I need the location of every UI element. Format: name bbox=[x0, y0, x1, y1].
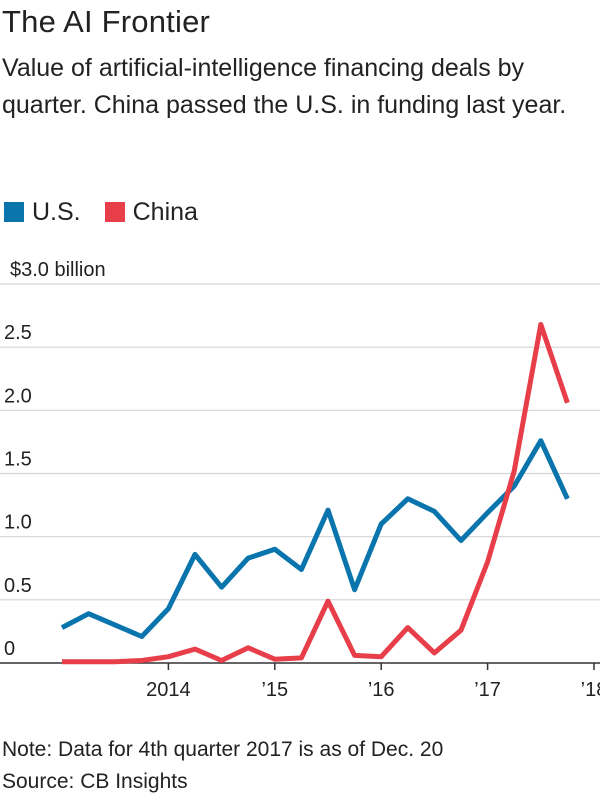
chart-title: The AI Frontier bbox=[2, 4, 211, 39]
series-line-us bbox=[60, 438, 570, 639]
y-tick-label-3: 1.5 bbox=[4, 449, 32, 471]
x-tick-label-1: ’15 bbox=[261, 679, 288, 701]
footer-note: Note: Data for 4th quarter 2017 is as of… bbox=[2, 738, 444, 761]
x-tick-label-4: ’18 bbox=[581, 679, 600, 701]
legend-label-china: China bbox=[132, 197, 198, 226]
y-tick-label-1: 0.5 bbox=[4, 575, 32, 597]
legend-swatch-us bbox=[4, 202, 24, 222]
y-tick-label-6: $3.0 billion bbox=[10, 259, 106, 281]
chart-footer: Note: Data for 4th quarter 2017 is as of… bbox=[2, 734, 443, 798]
x-tick-label-3: ’17 bbox=[474, 679, 501, 701]
series-line-china bbox=[62, 321, 570, 665]
y-tick-label-5: 2.5 bbox=[4, 322, 32, 344]
chart-subtitle: Value of artificial-intelligence financi… bbox=[2, 54, 567, 119]
y-tick-label-4: 2.0 bbox=[4, 385, 32, 407]
x-tick-label-0: 2014 bbox=[146, 679, 191, 701]
x-tick-label-2: ’16 bbox=[368, 679, 395, 701]
legend-label-us: U.S. bbox=[32, 197, 81, 226]
legend-item-us: U.S. bbox=[4, 198, 81, 227]
y-tick-label-2: 1.0 bbox=[4, 512, 32, 534]
footer-source: Source: CB Insights bbox=[2, 770, 188, 793]
legend-item-china: China bbox=[104, 197, 198, 227]
line-chart: 0 0.5 1.0 1.5 2.0 2.5 $3.0 billion 2014 ’15 ’16 ’1… bbox=[0, 259, 600, 701]
chart-legend: U.S. China bbox=[4, 196, 222, 228]
legend-swatch-china bbox=[104, 202, 125, 222]
y-tick-label-0: 0 bbox=[4, 638, 15, 660]
